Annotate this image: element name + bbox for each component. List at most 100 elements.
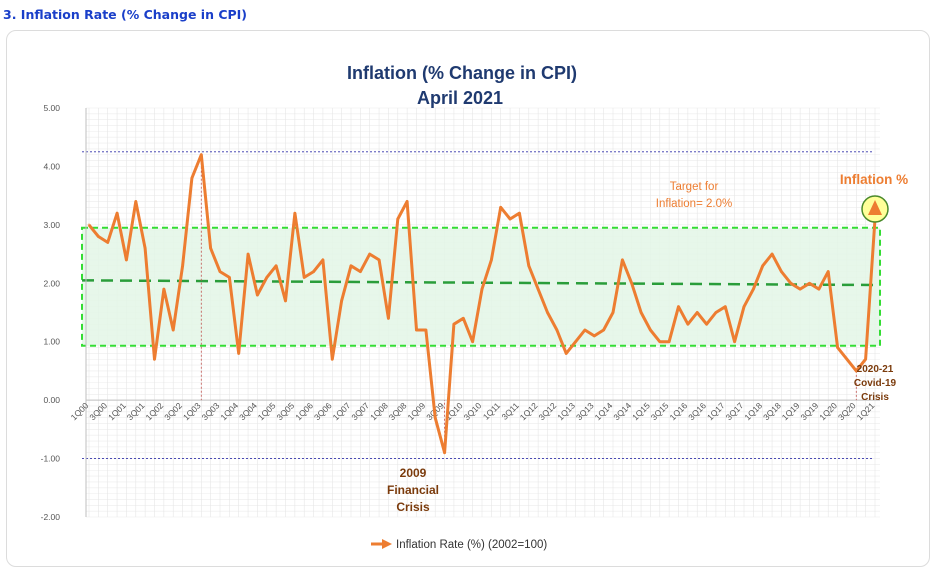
data-point <box>97 235 100 238</box>
data-point <box>218 270 222 273</box>
data-point <box>405 200 409 203</box>
inflation-label: Inflation % <box>840 172 908 187</box>
y-tick-label: -1.00 <box>41 454 61 464</box>
data-point <box>789 281 793 285</box>
chart-subtitle: April 2021 <box>417 88 503 108</box>
target-label: Target for <box>670 181 719 193</box>
data-point <box>742 305 746 308</box>
data-point <box>592 334 596 338</box>
data-point <box>209 246 212 250</box>
data-point <box>770 252 774 256</box>
data-point <box>274 264 278 268</box>
crisis-2009-label: 2009 <box>400 466 427 480</box>
data-point <box>321 258 325 262</box>
data-point <box>368 252 372 256</box>
data-point <box>555 328 559 332</box>
target-band <box>81 151 881 459</box>
data-point <box>115 211 119 215</box>
data-point <box>780 270 783 273</box>
data-point <box>302 276 306 279</box>
data-point <box>87 223 91 227</box>
data-point <box>246 252 250 256</box>
data-point <box>546 311 549 314</box>
data-point <box>798 287 802 291</box>
x-tick-label: 1Q00 <box>69 400 91 422</box>
data-point <box>499 206 503 209</box>
crisis-2009-label: Crisis <box>396 500 430 514</box>
data-point <box>171 328 175 332</box>
target-label: Inflation= 2.0% <box>656 198 732 210</box>
data-point <box>433 416 437 419</box>
data-point <box>461 317 465 320</box>
data-point <box>574 340 577 344</box>
data-point <box>658 340 662 344</box>
data-point <box>480 287 484 291</box>
data-point <box>134 200 138 203</box>
legend-label: Inflation Rate (%) (2002=100) <box>396 539 547 551</box>
data-point <box>761 264 765 268</box>
data-point <box>536 287 540 291</box>
data-point <box>377 258 381 262</box>
y-tick-label: 2.00 <box>43 278 60 288</box>
data-point <box>621 258 624 262</box>
data-point <box>649 328 652 332</box>
data-point <box>349 264 353 268</box>
y-tick-label: 4.00 <box>43 161 60 171</box>
data-point <box>125 258 128 262</box>
data-point <box>752 287 755 291</box>
data-point <box>162 287 166 291</box>
y-tick-label: 1.00 <box>43 337 60 347</box>
data-point <box>677 305 680 308</box>
data-point <box>864 357 867 361</box>
data-point <box>695 311 699 314</box>
data-point <box>686 322 690 326</box>
data-point <box>602 328 605 332</box>
data-point <box>312 270 315 273</box>
data-point <box>490 258 493 262</box>
series-layer <box>87 153 877 455</box>
data-point <box>471 340 474 344</box>
data-point <box>667 340 671 344</box>
data-point <box>723 305 727 308</box>
data-point <box>854 369 858 373</box>
data-point <box>330 357 334 361</box>
data-point <box>199 153 203 157</box>
chart-title: Inflation (% Change in CPI) <box>347 63 577 83</box>
data-point <box>387 317 390 320</box>
data-point <box>256 293 259 297</box>
data-point <box>396 217 400 221</box>
data-point <box>611 311 615 314</box>
data-point <box>714 311 718 314</box>
data-point <box>817 287 821 291</box>
data-point <box>508 217 512 221</box>
data-point <box>705 322 708 326</box>
data-point <box>826 270 830 273</box>
y-tick-label: 3.00 <box>43 220 60 230</box>
data-point <box>527 264 531 268</box>
data-point <box>340 299 343 303</box>
target-line <box>81 279 881 287</box>
data-point <box>443 451 446 455</box>
data-point <box>228 276 231 279</box>
data-point <box>452 322 456 326</box>
data-point <box>639 311 643 314</box>
data-point <box>836 346 839 349</box>
section-heading: 3. Inflation Rate (% Change in CPI) <box>3 7 248 22</box>
data-point <box>190 176 194 180</box>
up-arrow <box>868 200 882 215</box>
data-point <box>630 281 634 285</box>
data-point <box>153 357 156 361</box>
data-point <box>265 276 269 279</box>
covid-label: Crisis <box>861 392 889 403</box>
y-tick-label: 0.00 <box>43 395 60 405</box>
annotations: Target for Inflation= 2.0% Inflation % 2009… <box>371 172 908 551</box>
data-point <box>518 211 521 215</box>
data-point <box>284 299 287 303</box>
data-point <box>845 357 849 361</box>
data-point <box>424 328 428 332</box>
data-point <box>293 211 297 215</box>
data-point <box>808 281 811 285</box>
crisis-2009-label: Financial <box>387 483 439 497</box>
target-band-rect <box>81 226 881 347</box>
data-point <box>564 352 568 355</box>
